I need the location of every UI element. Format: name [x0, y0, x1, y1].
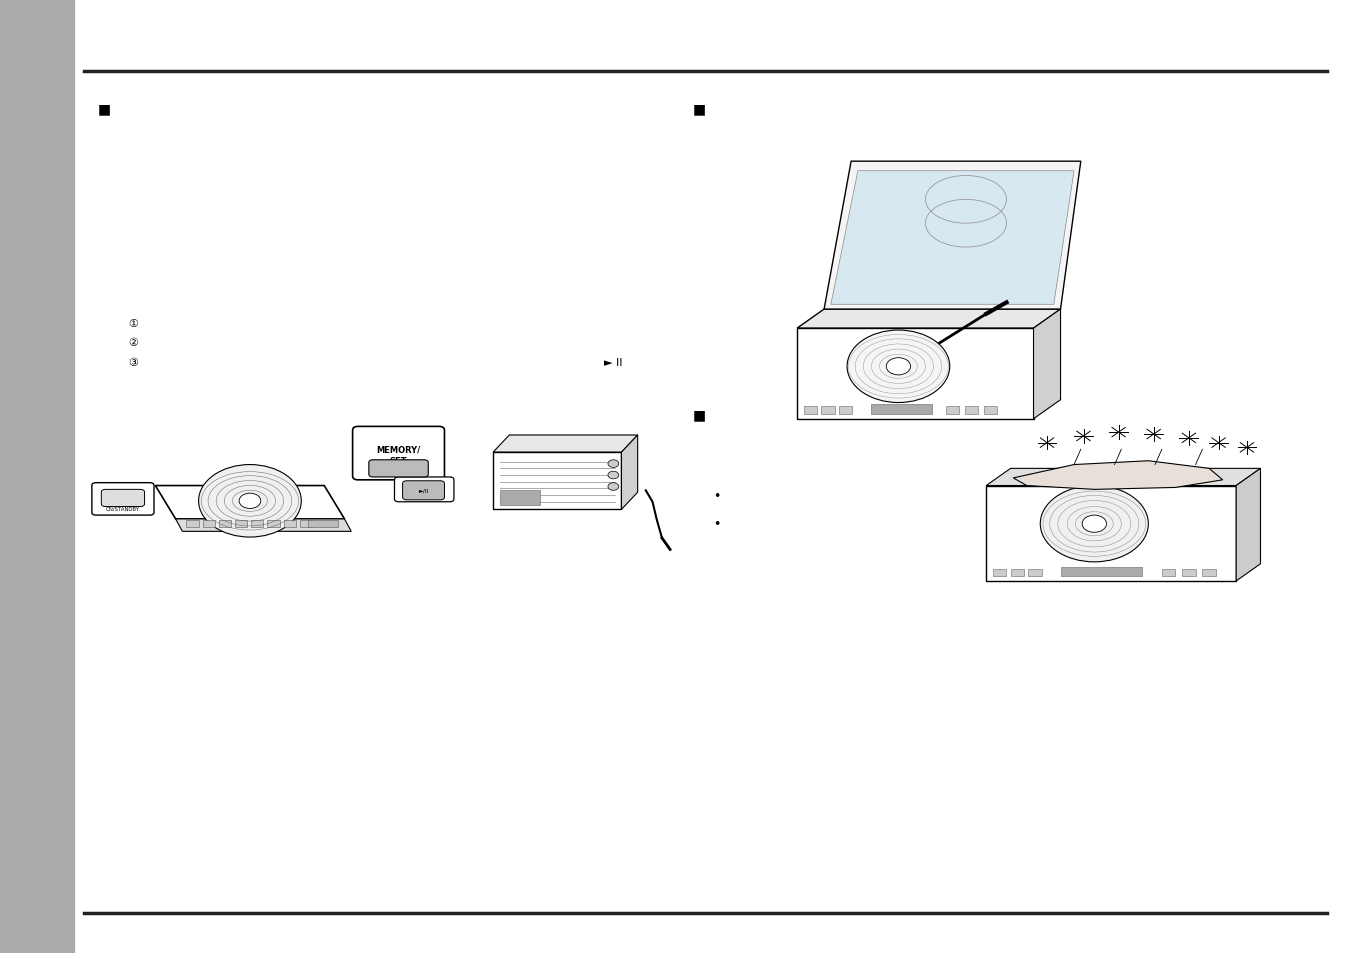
Text: ■: ■ [97, 103, 111, 116]
Circle shape [1082, 516, 1106, 533]
FancyBboxPatch shape [369, 460, 428, 477]
Polygon shape [155, 486, 345, 519]
Text: ②: ② [128, 338, 138, 348]
Bar [1202, 569, 1216, 577]
Bar [500, 491, 540, 505]
Bar [965, 407, 978, 415]
Bar [300, 520, 312, 527]
Bar [1162, 569, 1175, 577]
Text: ► II: ► II [604, 357, 623, 367]
Polygon shape [176, 519, 351, 532]
Text: I/ψ: I/ψ [118, 492, 128, 501]
Text: •: • [713, 517, 720, 531]
Bar [1061, 567, 1142, 577]
Circle shape [847, 331, 950, 403]
Bar [984, 407, 997, 415]
Bar [219, 520, 231, 527]
FancyBboxPatch shape [353, 427, 444, 480]
Bar [871, 405, 932, 415]
Bar [251, 520, 263, 527]
Bar [1011, 569, 1024, 577]
Bar [986, 486, 1236, 581]
Circle shape [1040, 486, 1148, 562]
Bar [804, 407, 817, 415]
Text: •: • [713, 489, 720, 502]
Polygon shape [797, 329, 1034, 419]
Bar [1028, 569, 1042, 577]
Circle shape [199, 465, 301, 537]
Text: ①: ① [128, 319, 138, 329]
Polygon shape [621, 436, 638, 510]
Polygon shape [1236, 469, 1260, 581]
FancyBboxPatch shape [92, 483, 154, 516]
Text: SET: SET [390, 456, 407, 466]
Bar [203, 520, 215, 527]
Circle shape [608, 460, 619, 468]
Text: ■: ■ [693, 408, 707, 421]
Polygon shape [1034, 310, 1061, 419]
Text: ③: ③ [128, 357, 138, 367]
Bar [839, 407, 852, 415]
Bar [993, 569, 1006, 577]
Polygon shape [493, 436, 638, 453]
Bar [186, 520, 199, 527]
Bar [1182, 569, 1196, 577]
Text: ON/STANDBY: ON/STANDBY [105, 506, 141, 512]
Bar [0, 0, 74, 953]
Circle shape [608, 472, 619, 479]
Bar [821, 407, 835, 415]
Bar [946, 407, 959, 415]
Polygon shape [986, 469, 1260, 486]
Circle shape [239, 494, 261, 509]
Bar [284, 520, 296, 527]
Bar [235, 520, 247, 527]
FancyBboxPatch shape [101, 490, 145, 507]
Circle shape [886, 358, 911, 375]
FancyBboxPatch shape [394, 477, 454, 502]
Text: ■: ■ [693, 103, 707, 116]
Bar [493, 453, 621, 510]
Polygon shape [831, 172, 1074, 305]
Polygon shape [1013, 461, 1223, 490]
Polygon shape [824, 162, 1081, 310]
Polygon shape [797, 310, 1061, 329]
Text: ►/II: ►/II [419, 488, 430, 494]
Text: MEMORY/: MEMORY/ [377, 445, 420, 455]
Bar [308, 520, 338, 527]
Bar [267, 520, 280, 527]
FancyBboxPatch shape [403, 481, 444, 500]
Circle shape [608, 483, 619, 491]
